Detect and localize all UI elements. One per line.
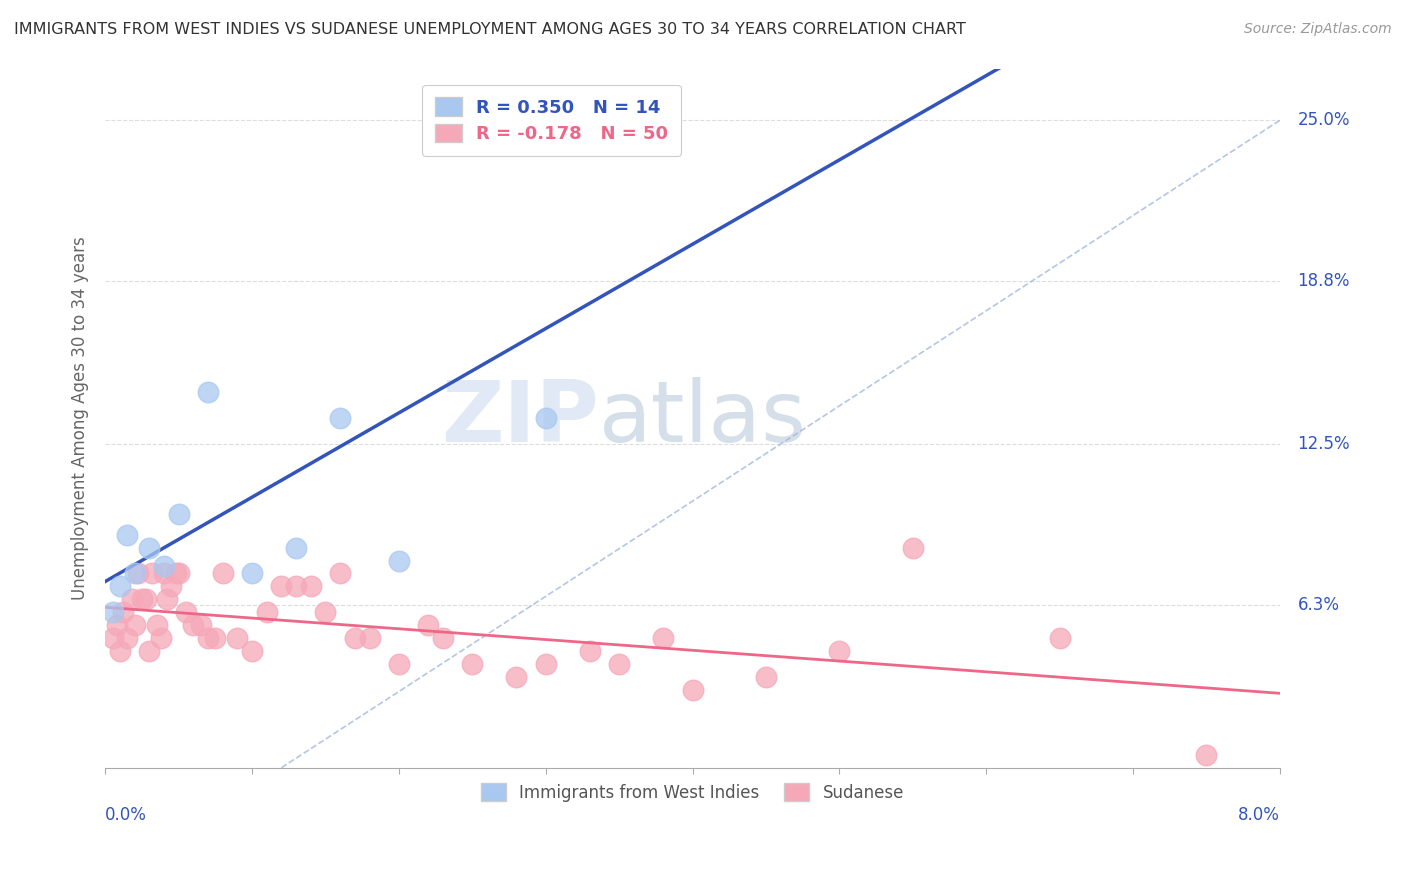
Point [124, 618, 146, 632]
Point [167, 507, 190, 521]
Point [578, 644, 600, 658]
Point [755, 670, 778, 684]
Point [174, 605, 197, 619]
Point [505, 670, 527, 684]
Text: 0.0%: 0.0% [105, 806, 148, 824]
Point [101, 631, 124, 645]
Text: ZIP: ZIP [441, 376, 599, 459]
Point [153, 558, 176, 573]
Point [108, 644, 131, 658]
Point [131, 592, 153, 607]
Point [101, 605, 124, 619]
Point [190, 618, 212, 632]
Text: 8.0%: 8.0% [1237, 806, 1279, 824]
Point [418, 618, 440, 632]
Point [141, 566, 163, 581]
Point [240, 644, 263, 658]
Point [343, 631, 366, 645]
Point [359, 631, 381, 645]
Point [127, 566, 149, 581]
Point [461, 657, 484, 672]
Point [124, 566, 146, 581]
Point [108, 579, 131, 593]
Y-axis label: Unemployment Among Ages 30 to 34 years: Unemployment Among Ages 30 to 34 years [72, 236, 89, 600]
Point [1049, 631, 1071, 645]
Point [145, 618, 167, 632]
Text: Source: ZipAtlas.com: Source: ZipAtlas.com [1244, 22, 1392, 37]
Text: 6.3%: 6.3% [1298, 596, 1340, 614]
Point [165, 566, 187, 581]
Point [607, 657, 630, 672]
Point [204, 631, 226, 645]
Point [240, 566, 263, 581]
Point [329, 566, 352, 581]
Point [153, 566, 176, 581]
Point [121, 592, 143, 607]
Point [285, 579, 308, 593]
Point [167, 566, 190, 581]
Point [901, 541, 924, 555]
Point [828, 644, 851, 658]
Point [150, 631, 173, 645]
Point [115, 631, 138, 645]
Point [1195, 747, 1218, 762]
Point [211, 566, 233, 581]
Point [432, 631, 454, 645]
Point [534, 657, 557, 672]
Text: 18.8%: 18.8% [1298, 272, 1350, 290]
Text: 25.0%: 25.0% [1298, 112, 1350, 129]
Point [329, 411, 352, 425]
Point [111, 605, 134, 619]
Point [115, 527, 138, 541]
Point [138, 541, 160, 555]
Point [256, 605, 278, 619]
Legend: Immigrants from West Indies, Sudanese: Immigrants from West Indies, Sudanese [474, 777, 911, 808]
Point [682, 683, 704, 698]
Point [461, 126, 484, 140]
Point [314, 605, 336, 619]
Point [285, 541, 308, 555]
Point [135, 592, 157, 607]
Point [299, 579, 322, 593]
Text: IMMIGRANTS FROM WEST INDIES VS SUDANESE UNEMPLOYMENT AMONG AGES 30 TO 34 YEARS C: IMMIGRANTS FROM WEST INDIES VS SUDANESE … [14, 22, 966, 37]
Point [181, 618, 204, 632]
Point [138, 644, 160, 658]
Point [270, 579, 292, 593]
Point [534, 411, 557, 425]
Point [160, 579, 183, 593]
Point [388, 657, 411, 672]
Point [652, 631, 675, 645]
Text: atlas: atlas [599, 376, 807, 459]
Point [197, 631, 219, 645]
Point [226, 631, 249, 645]
Point [197, 385, 219, 400]
Text: 12.5%: 12.5% [1298, 435, 1350, 453]
Point [156, 592, 179, 607]
Point [105, 618, 128, 632]
Point [388, 553, 411, 567]
